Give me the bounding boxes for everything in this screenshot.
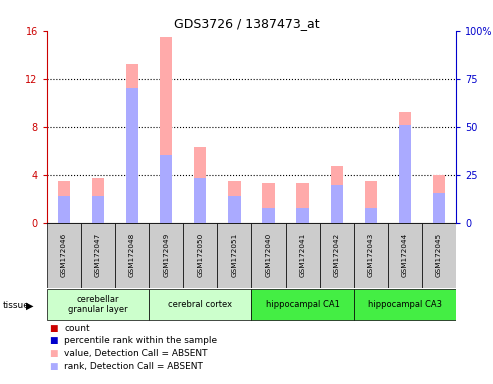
Bar (81, 223, 115, 288)
Text: percentile rank within the sample: percentile rank within the sample (64, 336, 217, 346)
Bar (330, 185, 343, 223)
Bar (126, 88, 138, 223)
Text: GSM172050: GSM172050 (197, 233, 203, 278)
Bar (58, 181, 70, 223)
Bar (262, 208, 275, 223)
Bar (228, 196, 241, 223)
Bar (47, 289, 149, 320)
Text: ■: ■ (49, 362, 58, 371)
Bar (47, 223, 81, 288)
Bar (388, 223, 422, 288)
Text: ■: ■ (49, 349, 58, 358)
Bar (422, 223, 456, 288)
Bar (149, 223, 183, 288)
Bar (365, 208, 377, 223)
Bar (433, 193, 445, 223)
Text: GSM172049: GSM172049 (163, 233, 169, 278)
Bar (251, 289, 353, 320)
Bar (194, 147, 207, 223)
Text: tissue: tissue (2, 301, 30, 310)
Bar (319, 223, 353, 288)
Text: cerebral cortex: cerebral cortex (168, 300, 232, 309)
Text: ■: ■ (49, 336, 58, 346)
Bar (433, 175, 445, 223)
Text: GSM172041: GSM172041 (300, 233, 306, 278)
Text: rank, Detection Call = ABSENT: rank, Detection Call = ABSENT (64, 362, 203, 371)
Bar (251, 223, 285, 288)
Text: GDS3726 / 1387473_at: GDS3726 / 1387473_at (174, 17, 319, 30)
Bar (126, 65, 138, 223)
Text: GSM172042: GSM172042 (334, 233, 340, 278)
Text: hippocampal CA3: hippocampal CA3 (368, 300, 442, 309)
Bar (262, 183, 275, 223)
Bar (115, 223, 149, 288)
Bar (353, 223, 388, 288)
Bar (228, 181, 241, 223)
Bar (296, 183, 309, 223)
Bar (183, 223, 217, 288)
Bar (194, 178, 207, 223)
Bar (160, 155, 173, 223)
Text: GSM172051: GSM172051 (231, 233, 238, 278)
Bar (365, 181, 377, 223)
Text: GSM172045: GSM172045 (436, 233, 442, 278)
Text: cerebellar
granular layer: cerebellar granular layer (68, 295, 128, 314)
Text: GSM172043: GSM172043 (368, 233, 374, 278)
Bar (353, 289, 456, 320)
Bar (296, 208, 309, 223)
Bar (285, 223, 319, 288)
Bar (58, 196, 70, 223)
Bar (330, 166, 343, 223)
Bar (399, 113, 411, 223)
Text: GSM172047: GSM172047 (95, 233, 101, 278)
Bar (92, 178, 104, 223)
Text: ■: ■ (49, 324, 58, 333)
Text: GSM172046: GSM172046 (61, 233, 67, 278)
Bar (399, 125, 411, 223)
Text: ▶: ▶ (26, 300, 33, 310)
Text: GSM172044: GSM172044 (402, 233, 408, 278)
Text: GSM172048: GSM172048 (129, 233, 135, 278)
Text: count: count (64, 324, 90, 333)
Text: value, Detection Call = ABSENT: value, Detection Call = ABSENT (64, 349, 208, 358)
Bar (217, 223, 251, 288)
Bar (92, 196, 104, 223)
Text: hippocampal CA1: hippocampal CA1 (266, 300, 340, 309)
Bar (149, 289, 251, 320)
Text: GSM172040: GSM172040 (265, 233, 272, 278)
Bar (160, 37, 173, 223)
